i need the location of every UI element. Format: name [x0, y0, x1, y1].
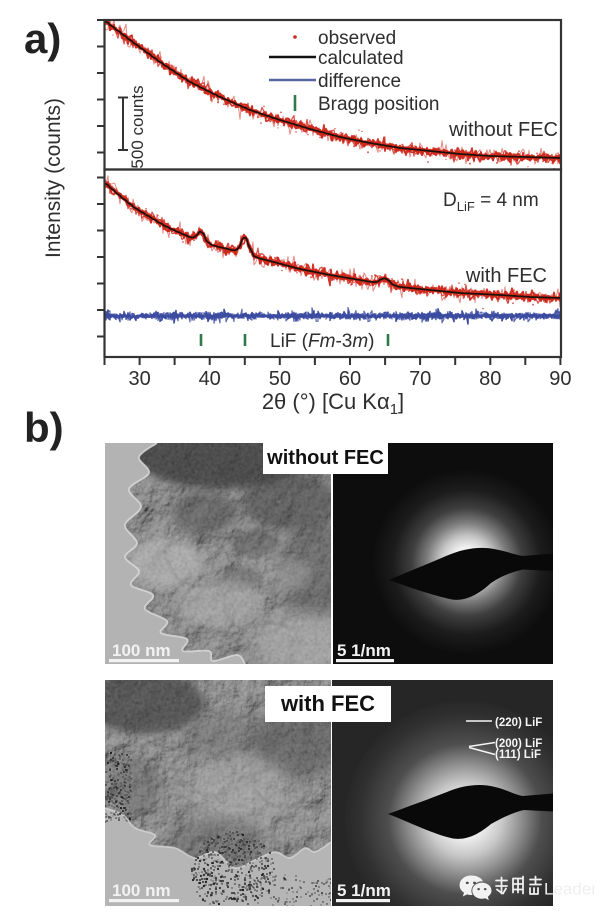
- svg-text:(220) LiF: (220) LiF: [495, 717, 542, 729]
- svg-text:(111) LiF: (111) LiF: [495, 749, 541, 761]
- svg-text:2θ (°) [Cu Kα1]: 2θ (°) [Cu Kα1]: [262, 389, 404, 418]
- svg-text:40: 40: [199, 368, 221, 390]
- svg-text:with FEC: with FEC: [465, 265, 547, 287]
- svg-text:Leader: Leader: [544, 880, 595, 899]
- svg-text:60: 60: [339, 368, 361, 390]
- svg-text:5 1/nm: 5 1/nm: [337, 641, 391, 660]
- svg-text:90: 90: [549, 368, 571, 390]
- svg-text:difference: difference: [318, 71, 401, 92]
- svg-text:calculated: calculated: [318, 48, 404, 69]
- svg-text:500 counts: 500 counts: [128, 85, 147, 168]
- svg-text:DLiF = 4 nm: DLiF = 4 nm: [443, 190, 539, 214]
- svg-text:70: 70: [409, 368, 431, 390]
- svg-text:100 nm: 100 nm: [112, 881, 171, 900]
- svg-text:50: 50: [269, 368, 291, 390]
- svg-text:(200) LiF: (200) LiF: [495, 738, 542, 750]
- svg-text:Intensity (counts): Intensity (counts): [42, 98, 65, 258]
- svg-text:observed: observed: [318, 28, 396, 49]
- svg-text:100 nm: 100 nm: [112, 641, 171, 660]
- svg-text:a): a): [24, 15, 61, 62]
- svg-text:80: 80: [479, 368, 501, 390]
- svg-text:LiF (Fm-3m): LiF (Fm-3m): [270, 331, 375, 352]
- svg-text:Bragg position: Bragg position: [318, 94, 439, 115]
- svg-text:30: 30: [128, 368, 150, 390]
- svg-text:without FEC: without FEC: [448, 119, 558, 141]
- svg-text:5 1/nm: 5 1/nm: [337, 881, 391, 900]
